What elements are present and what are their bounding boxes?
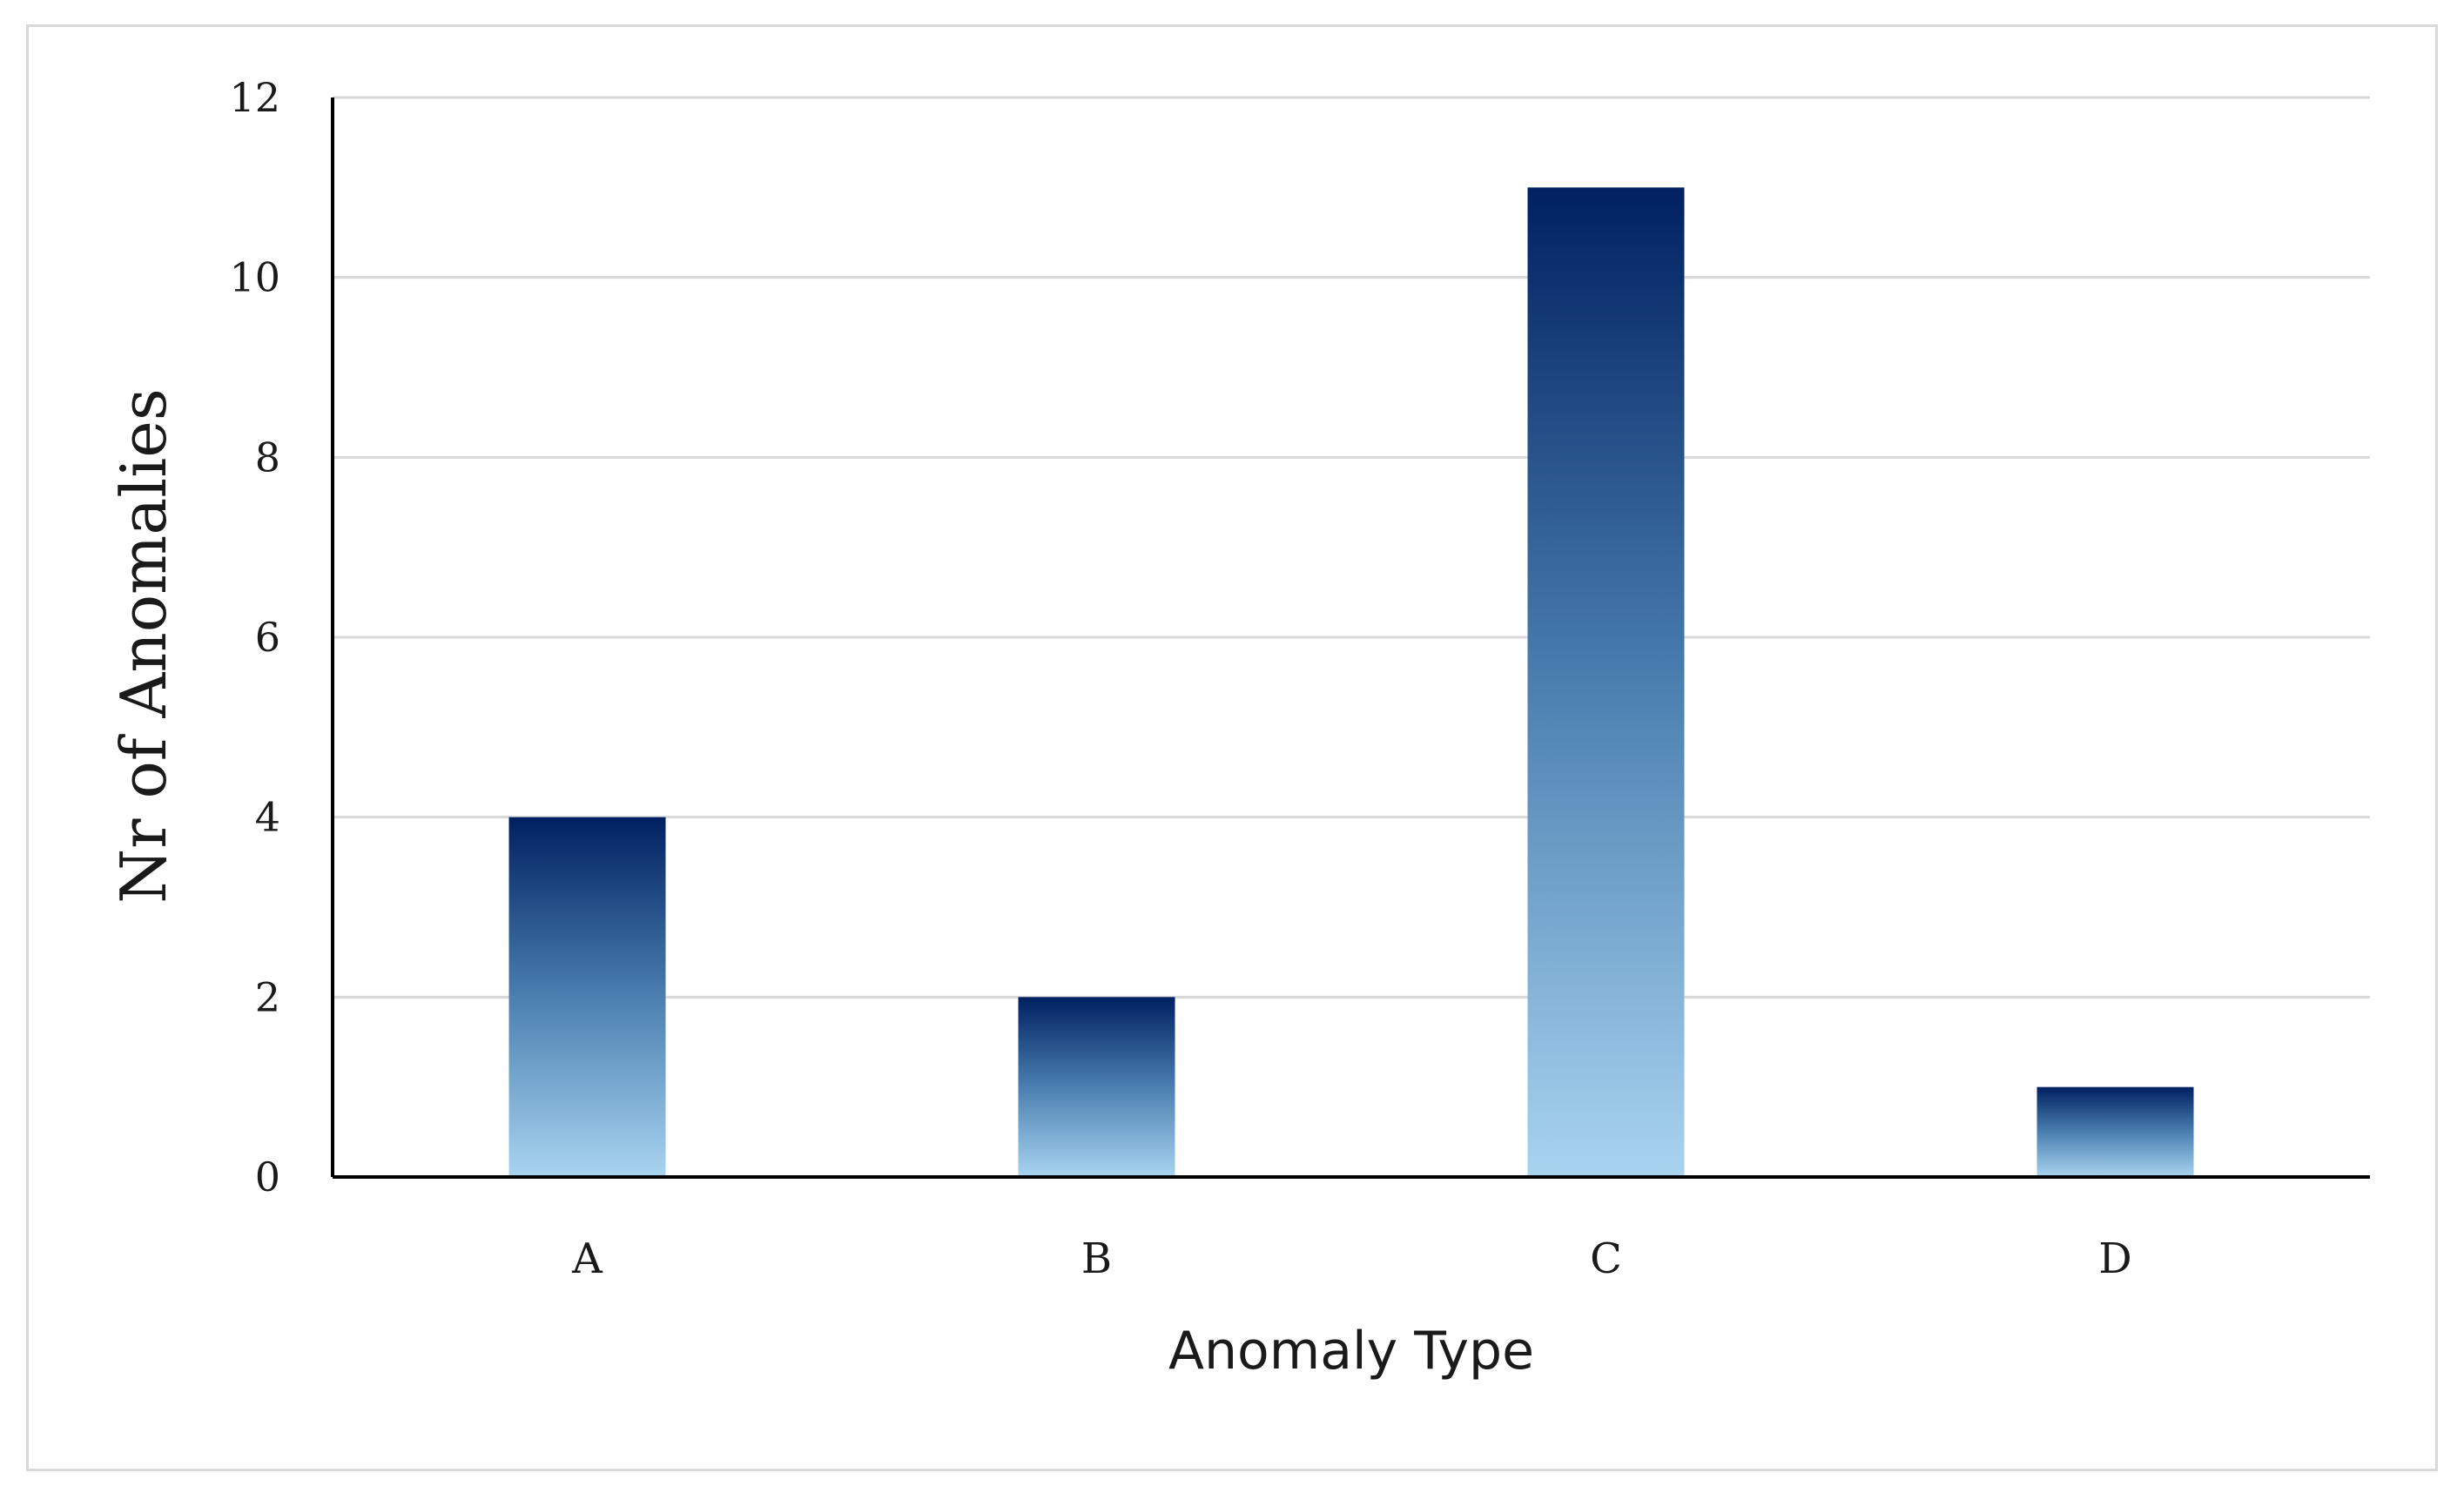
bars (508, 187, 2194, 1177)
y-tick-label: 4 (255, 794, 280, 841)
y-tick-label: 12 (229, 74, 280, 121)
x-tick-label: D (2098, 1234, 2131, 1283)
y-axis-label: Nr of Anomalies (107, 388, 180, 904)
gridlines (333, 96, 2370, 999)
x-tick-label: B (1081, 1234, 1112, 1283)
figure-frame (26, 24, 2438, 1471)
bar-b (1018, 997, 1175, 1177)
x-tick-label: C (1590, 1234, 1622, 1283)
x-axis-label: Anomaly Type (1168, 1321, 1534, 1382)
bar-d (2037, 1086, 2194, 1177)
y-tick-label: 8 (255, 434, 280, 481)
y-tick-label: 2 (255, 973, 280, 1020)
bar-c (1527, 187, 1685, 1177)
y-tick-label: 0 (255, 1153, 280, 1200)
y-tick-label: 6 (255, 614, 280, 661)
y-tick-labels: 0 2 4 6 8 10 12 (229, 74, 280, 1200)
y-tick-label: 10 (229, 254, 280, 301)
x-tick-labels: A B C D (571, 1234, 2132, 1283)
bar-a (508, 817, 666, 1177)
x-tick-label: A (571, 1234, 603, 1283)
axes (331, 98, 2370, 1179)
